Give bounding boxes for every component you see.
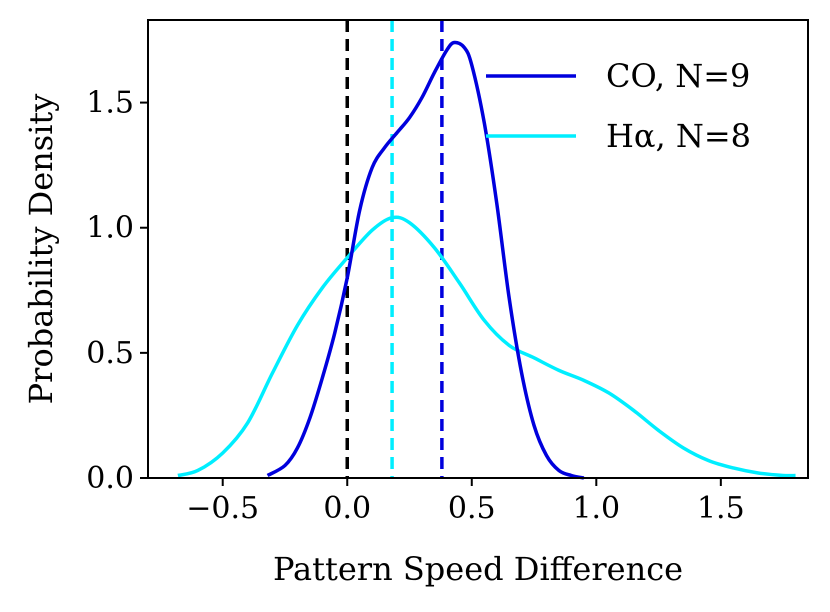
y-tick-label: 0.0 xyxy=(86,461,134,496)
x-tick-label: 0.0 xyxy=(323,491,371,526)
x-axis-label: Pattern Speed Difference xyxy=(273,550,683,588)
plot-frame xyxy=(147,19,809,479)
y-axis-label: Probability Density xyxy=(22,94,60,405)
co-density-curve xyxy=(266,40,585,480)
x-tick-label: 1.5 xyxy=(697,491,745,526)
legend-label-co: CO, N=9 xyxy=(606,57,750,95)
plot-area xyxy=(177,20,796,480)
x-tick-label: −0.5 xyxy=(186,491,259,526)
legend-label-halpha: Hα, N=8 xyxy=(606,117,751,155)
y-tick-label: 0.5 xyxy=(86,336,134,371)
x-tick-label: 0.5 xyxy=(448,491,496,526)
legend: CO, N=9 Hα, N=8 xyxy=(486,57,751,155)
axis-ticks: −0.5 0.0 0.5 1.0 1.5 0.0 0.5 1.0 1.5 xyxy=(86,86,744,526)
x-tick-label: 1.0 xyxy=(572,491,620,526)
y-tick-label: 1.5 xyxy=(86,86,134,121)
y-tick-label: 1.0 xyxy=(86,211,134,246)
halpha-density-curve xyxy=(177,215,796,478)
